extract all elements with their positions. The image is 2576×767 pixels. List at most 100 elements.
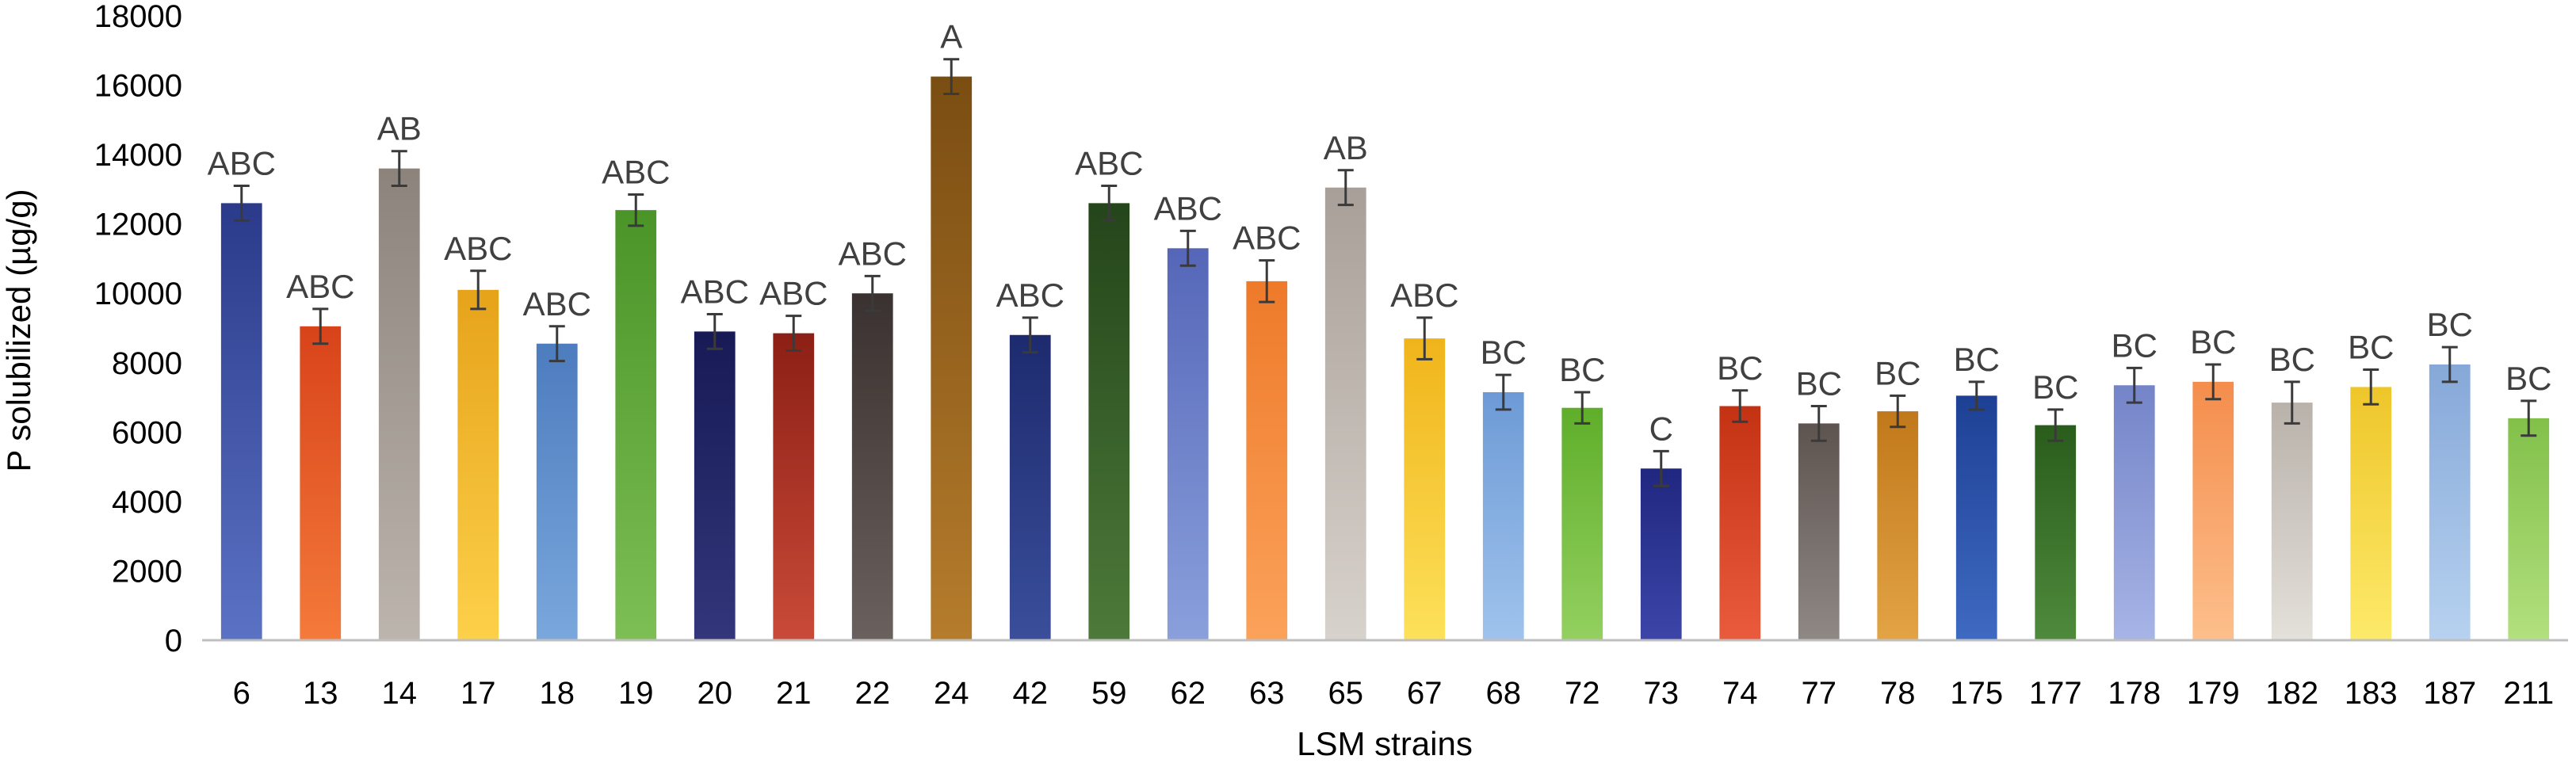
x-tick-label: 175	[1950, 676, 2003, 711]
group-label: BC	[1717, 349, 1763, 387]
group-label: BC	[2348, 329, 2394, 366]
group-label: BC	[2427, 306, 2473, 343]
group-label: ABC	[602, 153, 670, 190]
x-tick-label: 63	[1249, 676, 1285, 711]
x-tick-label: 62	[1171, 676, 1206, 711]
error-bar-59	[1101, 185, 1118, 222]
x-tick-label: 68	[1486, 676, 1522, 711]
bar-183	[2350, 387, 2392, 640]
y-tick-label: 0	[165, 624, 182, 658]
error-bar-211	[2521, 399, 2537, 437]
x-tick-label: 24	[934, 676, 969, 711]
error-bar-183	[2363, 368, 2379, 406]
error-bar-65	[1337, 169, 1354, 207]
bar-78	[1877, 411, 1919, 640]
bar-6	[220, 203, 262, 640]
error-bar-63	[1259, 259, 1275, 303]
group-label: ABC	[681, 273, 749, 310]
x-tick-label: 179	[2187, 676, 2240, 711]
bar-42	[1009, 334, 1051, 640]
error-bar-179	[2205, 363, 2222, 401]
error-bar-175	[1968, 380, 1985, 411]
group-label: ABC	[996, 277, 1064, 314]
group-label: BC	[2190, 323, 2236, 361]
y-tick-label: 14000	[94, 138, 182, 173]
error-bar-6	[233, 185, 250, 222]
bar-22	[851, 293, 893, 640]
error-bar-177	[2047, 408, 2064, 442]
error-bar-18	[548, 325, 565, 363]
bar-59	[1088, 203, 1130, 640]
error-bar-13	[312, 307, 329, 345]
group-label: ABC	[444, 230, 512, 267]
x-tick-label: 42	[1013, 676, 1049, 711]
bar-19	[615, 210, 657, 641]
group-label: ABC	[839, 235, 907, 272]
group-label: ABC	[759, 275, 827, 312]
y-tick-label: 16000	[94, 69, 182, 104]
bar-68	[1482, 391, 1524, 640]
group-label: ABC	[1154, 189, 1222, 227]
group-label: C	[1649, 410, 1673, 447]
x-tick-label: 78	[1880, 676, 1916, 711]
group-label: BC	[2505, 360, 2551, 397]
bar-21	[773, 333, 815, 640]
error-bar-78	[1890, 394, 1906, 429]
error-bar-22	[864, 274, 881, 312]
error-bar-20	[706, 312, 723, 350]
bar-73	[1640, 468, 1682, 640]
bar-182	[2271, 403, 2313, 640]
y-tick-label: 12000	[94, 208, 182, 242]
x-tick-label: 187	[2423, 676, 2476, 711]
bar-18	[536, 343, 578, 640]
error-bars-layer	[233, 58, 2537, 487]
bar-62	[1167, 248, 1209, 640]
bar-74	[1719, 406, 1761, 640]
x-tick-label: 21	[776, 676, 812, 711]
x-tick-label: 178	[2108, 676, 2161, 711]
bar-65	[1324, 187, 1366, 640]
x-tick-label: 177	[2029, 676, 2082, 711]
y-tick-labels: 0 2000 4000 6000 8000 10000 12000 14000 16000 180…	[94, 0, 182, 658]
error-bar-19	[628, 193, 644, 227]
group-label: BC	[1796, 365, 1842, 403]
error-bar-24	[943, 58, 960, 95]
x-axis-title: LSM strains	[1297, 725, 1473, 762]
error-bar-74	[1732, 389, 1749, 423]
bar-24	[931, 76, 973, 641]
bar-77	[1798, 423, 1840, 640]
bar-175	[1955, 395, 1997, 640]
bar-17	[457, 289, 499, 640]
group-label: ABC	[1075, 145, 1143, 182]
error-bar-68	[1495, 373, 1512, 411]
y-tick-label: 10000	[94, 277, 182, 311]
y-tick-label: 6000	[112, 415, 182, 450]
group-label: AB	[377, 110, 422, 147]
bar-63	[1246, 280, 1288, 640]
x-tick-label: 182	[2265, 676, 2318, 711]
group-label: AB	[1324, 129, 1368, 166]
group-label: ABC	[523, 285, 591, 322]
bar-187	[2429, 364, 2471, 640]
y-tick-label: 4000	[112, 485, 182, 520]
x-tick-label: 77	[1802, 676, 1837, 711]
error-bar-21	[785, 315, 802, 352]
x-tick-label: 18	[540, 676, 575, 711]
group-label: ABC	[208, 145, 276, 182]
x-tick-label: 67	[1407, 676, 1443, 711]
group-label: ABC	[1390, 277, 1458, 314]
error-bar-72	[1574, 391, 1591, 425]
group-label: BC	[2112, 326, 2157, 364]
error-bar-42	[1022, 316, 1038, 354]
error-bar-17	[470, 269, 487, 311]
error-bar-62	[1179, 229, 1196, 267]
x-tick-label: 72	[1565, 676, 1600, 711]
group-label: A	[940, 18, 962, 55]
x-tick-label: 65	[1328, 676, 1364, 711]
x-tick-label: 211	[2503, 676, 2554, 711]
group-label: BC	[2269, 341, 2315, 378]
error-bar-77	[1810, 405, 1827, 442]
group-label: BC	[1559, 351, 1605, 388]
error-bar-178	[2126, 366, 2142, 404]
